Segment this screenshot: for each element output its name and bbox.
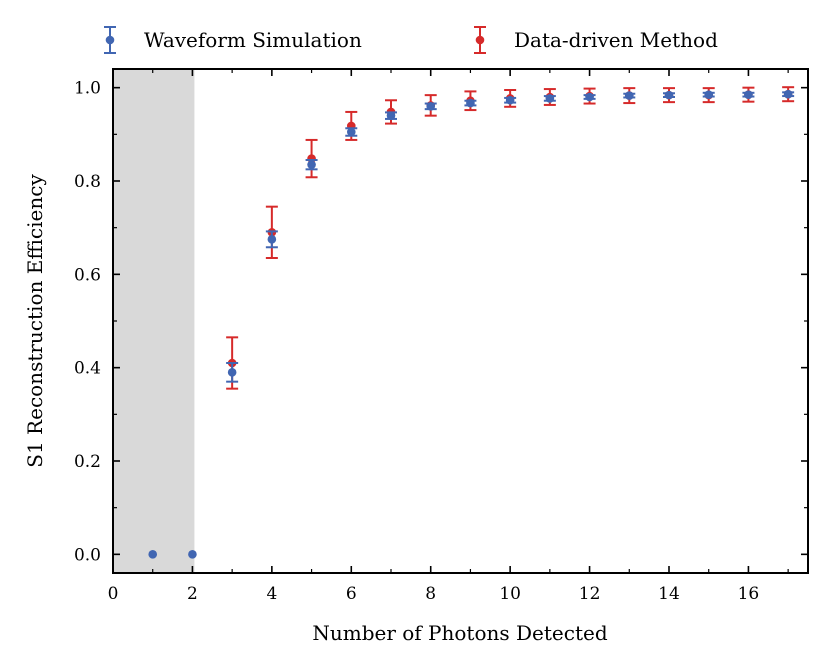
plot-background xyxy=(113,69,195,573)
data-point xyxy=(704,90,714,99)
legend-label: Data-driven Method xyxy=(514,28,718,52)
x-tick-label: 0 xyxy=(108,584,119,604)
x-tick-label: 8 xyxy=(425,584,436,604)
y-tick-label: 0.6 xyxy=(74,265,101,285)
series-data-driven-method xyxy=(226,86,795,390)
data-point xyxy=(505,95,515,105)
data-point xyxy=(426,102,436,111)
plot-frame xyxy=(112,68,809,574)
data-point xyxy=(783,89,793,99)
data-point xyxy=(227,368,237,377)
data-point xyxy=(466,98,475,108)
data-point xyxy=(267,235,277,244)
data-point xyxy=(545,94,555,103)
data-point xyxy=(624,91,634,100)
data-point xyxy=(744,90,753,99)
legend-item-data-driven-method: Data-driven Method xyxy=(474,26,718,54)
x-tick-label: 16 xyxy=(738,584,760,604)
x-tick-label: 14 xyxy=(658,584,680,604)
legend-marker xyxy=(105,35,115,45)
x-tick-label: 4 xyxy=(266,584,277,604)
data-point xyxy=(148,550,158,559)
shaded-region xyxy=(113,69,195,573)
legend-marker xyxy=(475,35,485,45)
data-point xyxy=(188,550,197,559)
y-tick-label: 0.8 xyxy=(74,172,101,192)
y-axis-label: S1 Reconstruction Efficiency xyxy=(23,174,47,468)
data-point xyxy=(386,111,396,120)
x-axis-label: Number of Photons Detected xyxy=(312,621,607,645)
legend: Waveform Simulation Data-driven Method xyxy=(104,26,718,54)
x-tick-label: 6 xyxy=(346,584,357,604)
data-point xyxy=(346,127,356,137)
x-tick-label: 10 xyxy=(499,584,521,604)
y-tick-label: 0.0 xyxy=(74,545,101,565)
data-point xyxy=(585,92,594,102)
plot-marks xyxy=(148,86,795,559)
legend-label: Waveform Simulation xyxy=(144,28,362,52)
x-tick-label: 12 xyxy=(579,584,601,604)
x-tick-label: 2 xyxy=(187,584,198,604)
data-point xyxy=(664,90,674,100)
series-waveform-simulation xyxy=(148,89,795,559)
axes: 0 2 4 6 8 10 12 14 16 0.0 0.2 0.4 0.6 0.8 1.0 xyxy=(74,69,808,604)
data-point xyxy=(307,160,316,169)
legend-item-waveform-simulation: Waveform Simulation xyxy=(104,26,362,54)
y-tick-label: 0.2 xyxy=(74,452,101,472)
y-tick-label: 1.0 xyxy=(74,79,101,99)
y-tick-label: 0.4 xyxy=(74,359,101,379)
